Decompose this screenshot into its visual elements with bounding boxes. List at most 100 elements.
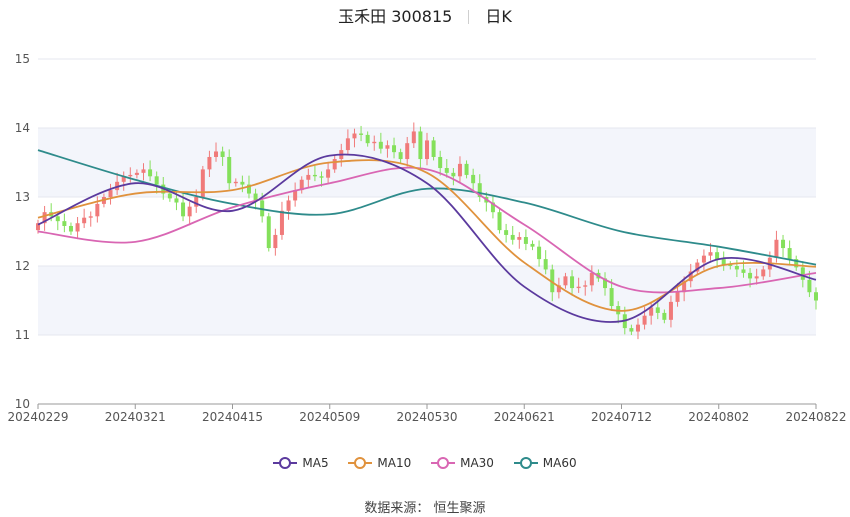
candle-body <box>530 244 534 247</box>
candle-body <box>544 259 548 269</box>
x-tick-label: 20240712 <box>591 410 652 424</box>
grid-band <box>38 59 816 128</box>
candle-body <box>570 276 574 288</box>
candle-body <box>735 266 739 269</box>
candle-body <box>445 168 449 173</box>
candle-body <box>287 200 291 210</box>
candle-body <box>748 273 752 279</box>
candle-body <box>636 325 640 332</box>
candle-body <box>372 142 376 143</box>
legend-marker-ma10 <box>348 457 372 469</box>
candle-body <box>418 131 422 159</box>
candle-body <box>82 218 86 224</box>
candle-body <box>669 302 673 320</box>
legend-item-ma60[interactable]: MA60 <box>514 456 577 470</box>
x-tick-label: 20240822 <box>785 410 846 424</box>
y-tick-label: 10 <box>15 397 30 411</box>
candle-body <box>148 169 152 176</box>
candle-body <box>333 159 337 169</box>
grid-band <box>38 197 816 266</box>
candle-body <box>366 135 370 143</box>
candle-body <box>425 140 429 159</box>
legend-label-ma60: MA60 <box>543 456 577 470</box>
candle-body <box>155 176 159 184</box>
candle-body <box>755 276 759 278</box>
candle-body <box>814 292 818 300</box>
candle-body <box>89 216 93 217</box>
candle-body <box>498 212 502 230</box>
candle-body <box>385 145 389 148</box>
candle-body <box>128 175 132 176</box>
legend-label-ma10: MA10 <box>377 456 411 470</box>
candle-body <box>504 230 508 235</box>
candle-body <box>722 259 726 265</box>
candle-body <box>583 285 587 286</box>
candle-body <box>306 175 310 180</box>
candle-body <box>62 221 66 226</box>
candle-body <box>741 269 745 272</box>
candle-body <box>346 138 350 150</box>
candle-body <box>511 235 515 240</box>
candle-body <box>141 169 145 172</box>
data-source-note: 数据来源： 恒生聚源 <box>0 497 850 516</box>
candle-body <box>320 176 324 177</box>
x-tick-label: 20240530 <box>396 410 457 424</box>
candle-body <box>577 287 581 288</box>
candle-body <box>788 248 792 259</box>
candle-body <box>432 140 436 157</box>
candle-body <box>194 197 198 207</box>
y-tick-label: 13 <box>15 190 30 204</box>
candle-body <box>69 226 73 232</box>
candle-body <box>524 237 528 244</box>
candle-body <box>214 151 218 157</box>
candle-body <box>188 207 192 217</box>
legend-item-ma5[interactable]: MA5 <box>273 456 328 470</box>
candle-body <box>267 216 271 248</box>
candle-body <box>109 190 113 197</box>
candle-body <box>537 247 541 259</box>
x-tick-label: 20240509 <box>299 410 360 424</box>
candle-body <box>221 151 225 157</box>
candle-body <box>471 175 475 183</box>
candle-body <box>676 292 680 302</box>
y-tick-label: 15 <box>15 52 30 66</box>
candle-body <box>643 316 647 325</box>
legend-marker-ma30 <box>431 457 455 469</box>
candle-body <box>181 203 185 217</box>
candle-body <box>135 173 139 175</box>
candle-body <box>563 276 567 285</box>
candle-body <box>399 152 403 159</box>
legend-item-ma10[interactable]: MA10 <box>348 456 411 470</box>
candle-body <box>174 198 178 202</box>
candle-body <box>465 164 469 175</box>
candle-body <box>76 223 80 231</box>
candle-body <box>280 211 284 235</box>
candle-body <box>240 182 244 185</box>
candle-body <box>56 216 60 221</box>
candle-body <box>610 288 614 306</box>
y-tick-label: 12 <box>15 259 30 273</box>
candle-body <box>379 142 383 149</box>
y-tick-label: 14 <box>15 121 30 135</box>
candle-body <box>392 145 396 152</box>
candle-body <box>715 252 719 259</box>
candle-body <box>95 204 99 216</box>
candle-body <box>352 134 356 139</box>
candle-body <box>807 280 811 292</box>
legend-label-ma30: MA30 <box>460 456 494 470</box>
candle-body <box>405 143 409 159</box>
candle-body <box>227 157 231 183</box>
candle-body <box>709 252 713 255</box>
candle-body <box>702 256 706 263</box>
candle-body <box>438 157 442 168</box>
legend-item-ma30[interactable]: MA30 <box>431 456 494 470</box>
x-tick-label: 20240229 <box>7 410 68 424</box>
candle-body <box>234 182 238 183</box>
candle-body <box>629 328 633 331</box>
x-tick-label: 20240415 <box>202 410 263 424</box>
grid-band <box>38 266 816 335</box>
candle-body <box>761 269 765 276</box>
candle-body <box>517 237 521 240</box>
candle-body <box>656 307 660 313</box>
